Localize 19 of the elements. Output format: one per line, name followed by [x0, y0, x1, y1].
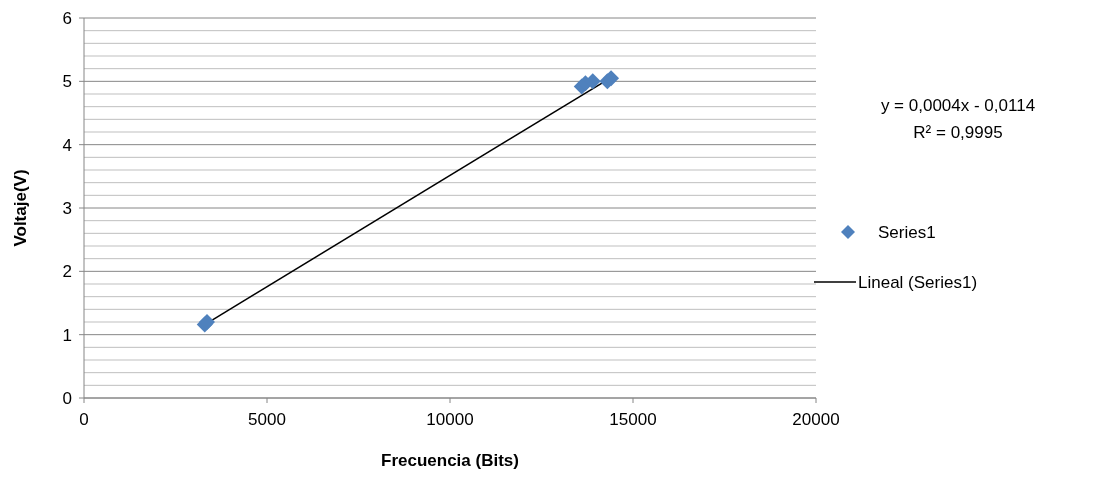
x-tick-label: 20000 [792, 410, 840, 429]
text: y = 0,0004x - 0,0114 [880, 96, 1036, 115]
x-tick-label: 0 [79, 410, 89, 429]
y-tick-label: 6 [62, 8, 72, 28]
y-tick-label: 1 [62, 325, 72, 345]
legend-label: Series1 [878, 222, 936, 242]
legend-label: Lineal (Series1) [858, 272, 978, 292]
x-tick-label: 5000 [248, 410, 286, 429]
x-axis-title: Frecuencia (Bits) [381, 451, 519, 470]
y-tick-label: 2 [62, 262, 72, 282]
x-tick-label: 15000 [609, 410, 657, 429]
x-tick-label: 10000 [426, 410, 474, 429]
y-tick-label: 5 [62, 72, 72, 92]
point [603, 70, 620, 87]
y-tick-label: 3 [62, 198, 72, 218]
text: R² = 0,9995 [913, 123, 1003, 142]
y-axis-title: Voltaje(V) [11, 169, 30, 247]
y-tick-label: 0 [62, 388, 72, 408]
y-tick-label: 4 [62, 135, 72, 155]
